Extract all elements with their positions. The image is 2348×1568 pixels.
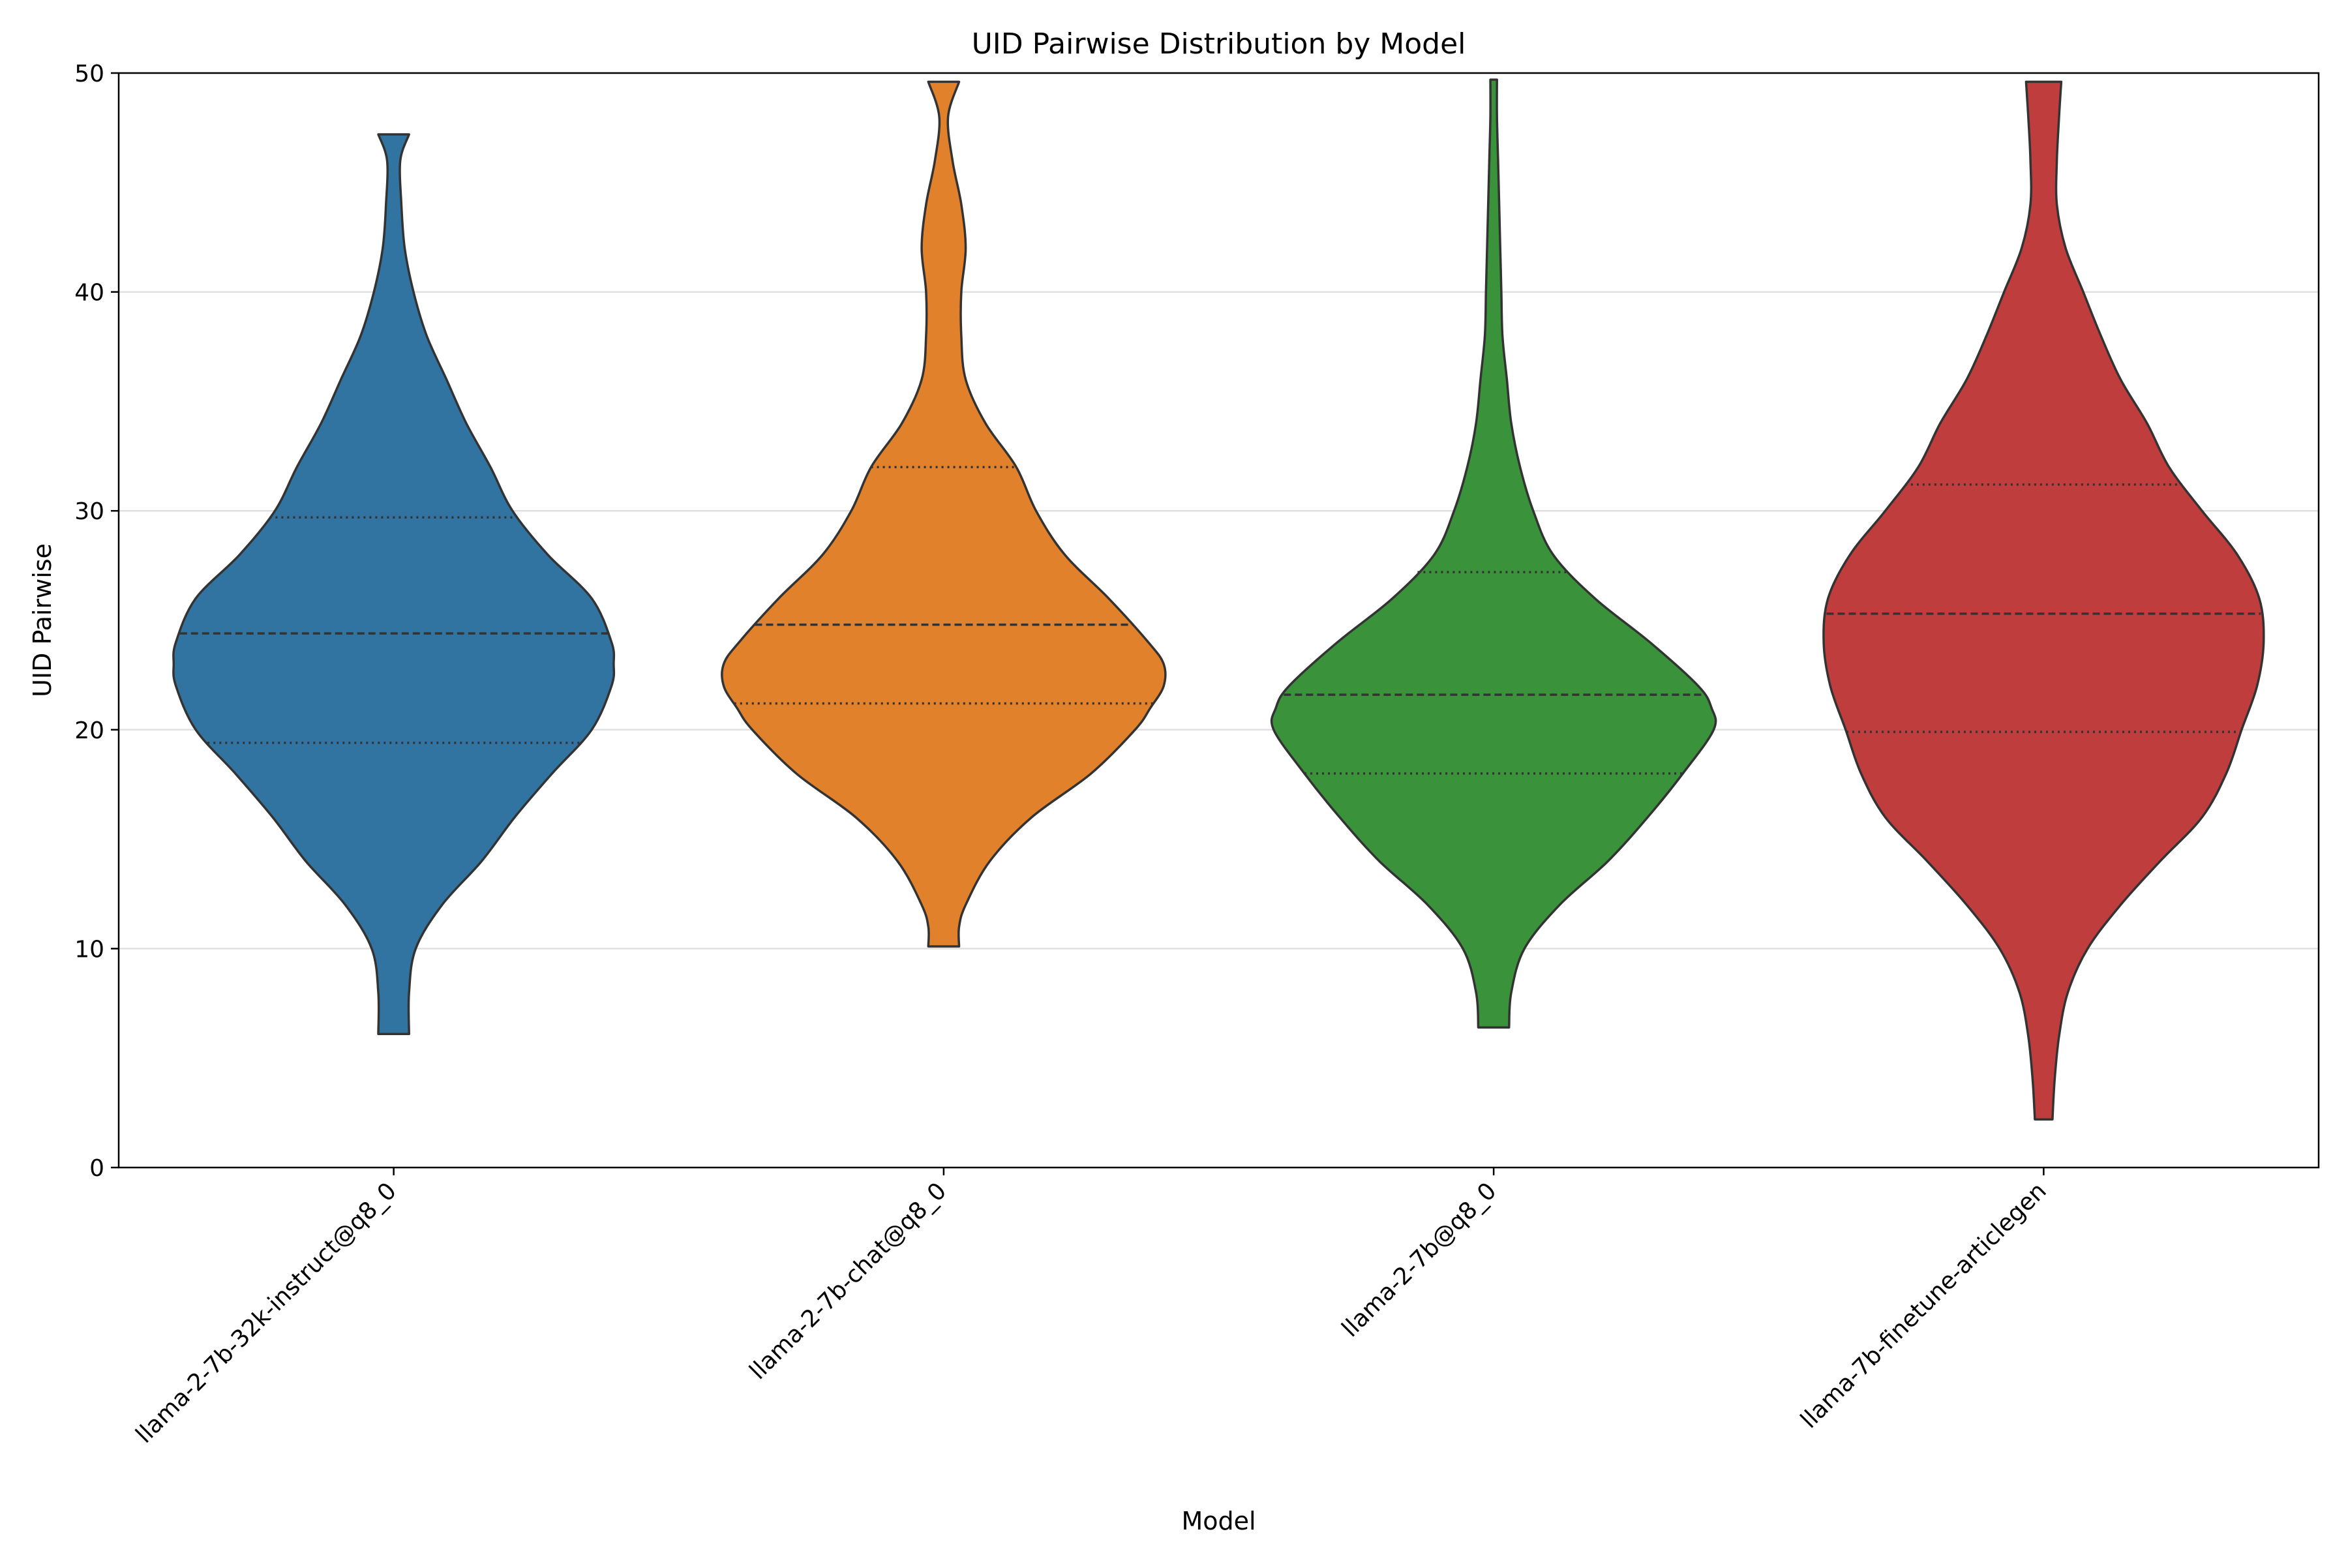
violins <box>172 78 2265 1121</box>
y-tick-label: 0 <box>89 1155 104 1182</box>
violin-body <box>172 133 616 1036</box>
violin-body <box>721 80 1167 948</box>
y-tick-label: 10 <box>74 936 104 963</box>
y-tick-label: 20 <box>74 717 104 744</box>
violin-4 <box>1822 80 2265 1121</box>
violin-2 <box>721 80 1167 948</box>
y-tick-label: 50 <box>74 61 104 87</box>
violin-body <box>1822 80 2265 1121</box>
chart-title: UID Pairwise Distribution by Model <box>972 27 1466 61</box>
y-axis-ticks: 0 10 20 30 40 50 <box>74 61 119 1182</box>
violin-1 <box>172 133 616 1036</box>
y-tick-label: 40 <box>74 280 104 307</box>
y-axis-label: UID Pairwise <box>28 543 57 697</box>
x-axis-label: Model <box>1181 1507 1256 1535</box>
violin-3 <box>1270 78 1717 1029</box>
violin-body <box>1270 78 1717 1029</box>
plot-frame <box>117 72 2320 1169</box>
y-tick-label: 30 <box>74 498 104 525</box>
